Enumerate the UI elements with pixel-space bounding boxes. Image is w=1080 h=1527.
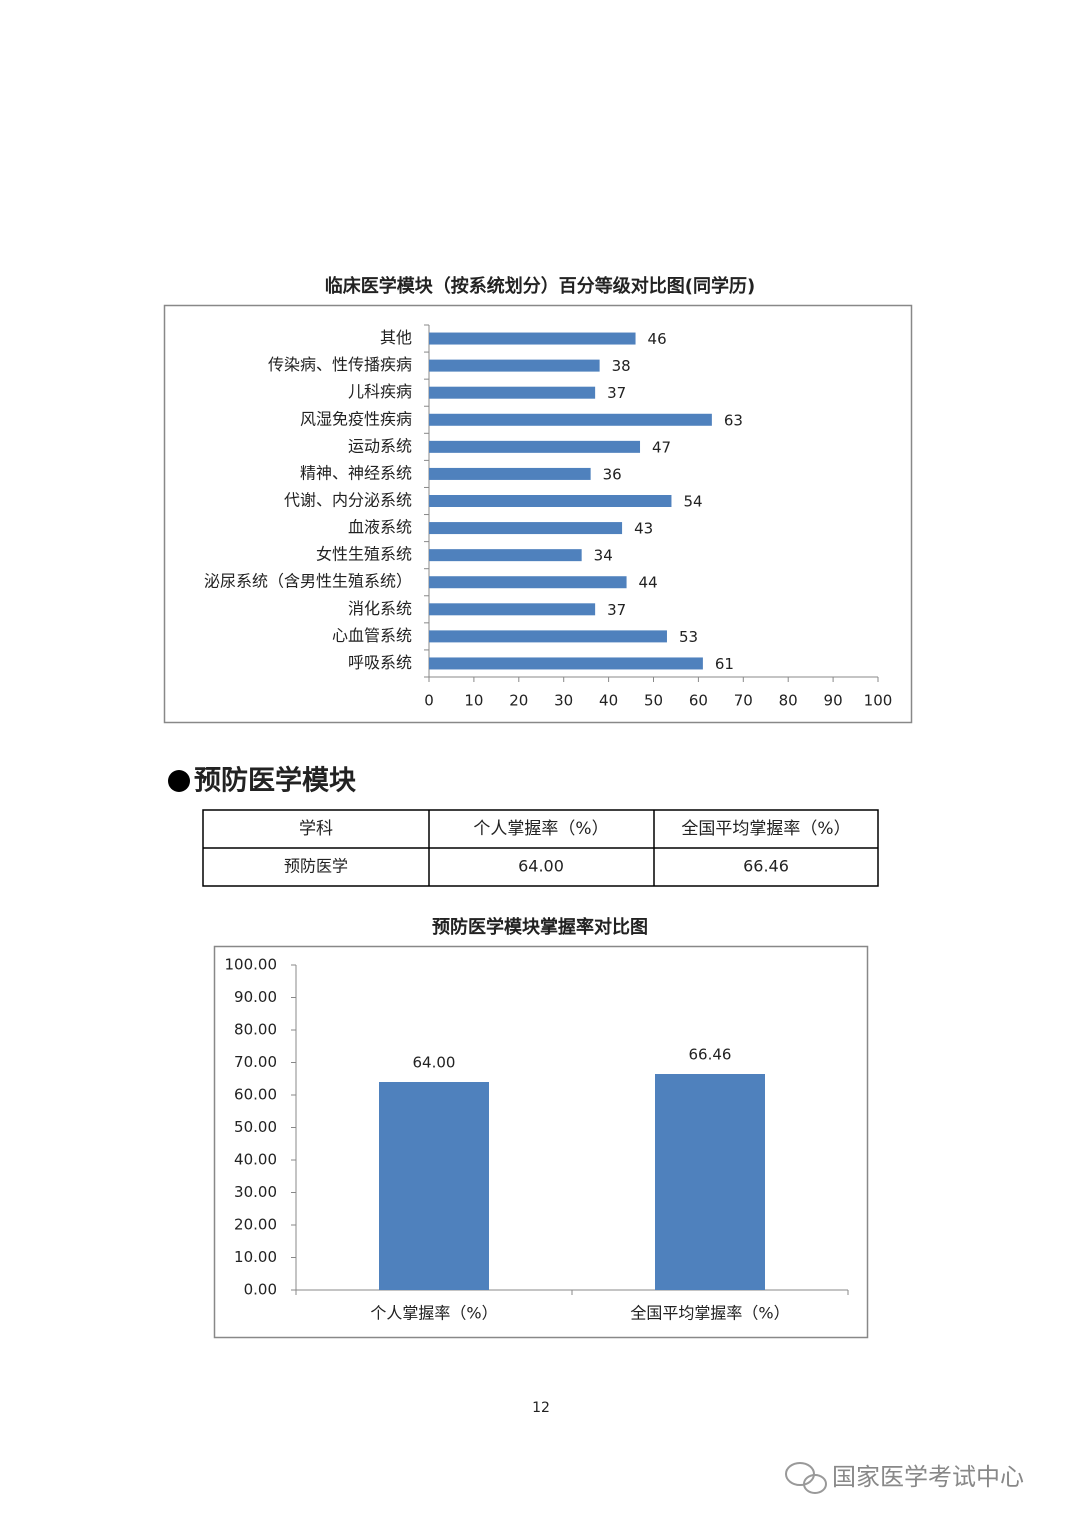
data-label: 38 xyxy=(612,357,631,375)
x-tick-label: 50 xyxy=(644,692,663,710)
bar xyxy=(429,413,712,426)
table-cell: 预防医学 xyxy=(284,857,348,876)
y-tick-label: 女性生殖系统 xyxy=(316,545,412,564)
chart-title: 临床医学模块（按系统划分）百分等级对比图(同学历) xyxy=(325,275,755,297)
table-cell: 66.46 xyxy=(743,857,789,876)
x-tick-label: 全国平均掌握率（%） xyxy=(630,1304,789,1323)
y-tick-label: 100.00 xyxy=(225,956,278,974)
y-tick-label: 40.00 xyxy=(234,1151,277,1169)
watermark: 国家医学考试中心 xyxy=(832,1463,1024,1491)
bar xyxy=(429,467,591,480)
table-header: 个人掌握率（%） xyxy=(473,819,608,839)
x-tick-label: 10 xyxy=(464,692,483,710)
y-tick-label: 心血管系统 xyxy=(332,626,412,645)
data-label: 53 xyxy=(679,628,698,646)
x-tick-label: 90 xyxy=(824,692,843,710)
data-label: 34 xyxy=(594,547,613,565)
x-tick-label: 0 xyxy=(424,692,434,710)
data-label: 37 xyxy=(607,384,626,402)
y-tick-label: 0.00 xyxy=(244,1281,277,1299)
bar xyxy=(429,630,667,643)
bar xyxy=(429,603,596,616)
bar xyxy=(429,657,703,670)
x-tick-label: 20 xyxy=(509,692,528,710)
data-label: 54 xyxy=(683,493,702,511)
y-tick-label: 泌尿系统（含男性生殖系统） xyxy=(204,572,412,591)
bar xyxy=(429,495,672,507)
chart-frame xyxy=(213,945,869,1339)
bar xyxy=(429,332,636,345)
x-tick-label: 30 xyxy=(554,692,573,710)
y-tick-label: 80.00 xyxy=(234,1021,277,1039)
y-tick-label: 呼吸系统 xyxy=(348,653,412,672)
y-tick-label: 90.00 xyxy=(234,988,277,1006)
data-label: 61 xyxy=(715,655,734,673)
table-header: 学科 xyxy=(299,819,333,839)
data-label: 43 xyxy=(634,520,653,538)
y-tick-label: 传染病、性传播疾病 xyxy=(268,355,412,374)
bar xyxy=(429,576,627,589)
table-header: 全国平均掌握率（%） xyxy=(681,819,850,839)
x-tick-label: 40 xyxy=(599,692,618,710)
y-tick-label: 10.00 xyxy=(234,1248,277,1266)
x-tick-label: 个人掌握率（%） xyxy=(370,1304,497,1323)
y-tick-label: 代谢、内分泌系统 xyxy=(284,491,412,510)
y-tick-label: 70.00 xyxy=(234,1053,277,1071)
section-heading: 预防医学模块 xyxy=(194,765,357,797)
y-tick-label: 精神、神经系统 xyxy=(300,463,412,482)
data-label: 66.46 xyxy=(689,1046,732,1064)
bullet xyxy=(168,770,190,792)
data-label: 64.00 xyxy=(413,1054,456,1072)
data-label: 37 xyxy=(607,601,626,619)
y-tick-label: 60.00 xyxy=(234,1086,277,1104)
bar xyxy=(379,1082,489,1290)
data-label: 44 xyxy=(639,574,658,592)
y-tick-label: 运动系统 xyxy=(348,436,412,455)
bar xyxy=(655,1074,765,1290)
x-tick-label: 70 xyxy=(734,692,753,710)
y-tick-label: 血液系统 xyxy=(348,518,412,537)
bar xyxy=(429,386,596,399)
data-label: 46 xyxy=(648,330,667,348)
bar xyxy=(429,440,641,453)
chart-title: 预防医学模块掌握率对比图 xyxy=(432,916,648,938)
data-label: 36 xyxy=(603,465,622,483)
watermark-icon xyxy=(785,1462,827,1494)
y-tick-label: 50.00 xyxy=(234,1118,277,1136)
bar xyxy=(429,522,623,535)
chart-frame xyxy=(163,304,913,724)
y-tick-label: 儿科疾病 xyxy=(348,382,412,401)
x-tick-label: 100 xyxy=(864,692,893,710)
page-number: 12 xyxy=(532,1400,550,1416)
y-tick-label: 30.00 xyxy=(234,1183,277,1201)
bar xyxy=(429,359,600,372)
y-tick-label: 其他 xyxy=(380,328,412,347)
data-label: 63 xyxy=(724,411,743,429)
table xyxy=(202,809,879,887)
x-tick-label: 60 xyxy=(689,692,708,710)
y-tick-label: 消化系统 xyxy=(348,599,412,618)
y-tick-label: 风湿免疫性疾病 xyxy=(300,409,412,428)
x-tick-label: 80 xyxy=(779,692,798,710)
table-cell: 64.00 xyxy=(518,857,564,876)
data-label: 47 xyxy=(652,438,671,456)
y-tick-label: 20.00 xyxy=(234,1216,277,1234)
bar xyxy=(429,549,582,562)
